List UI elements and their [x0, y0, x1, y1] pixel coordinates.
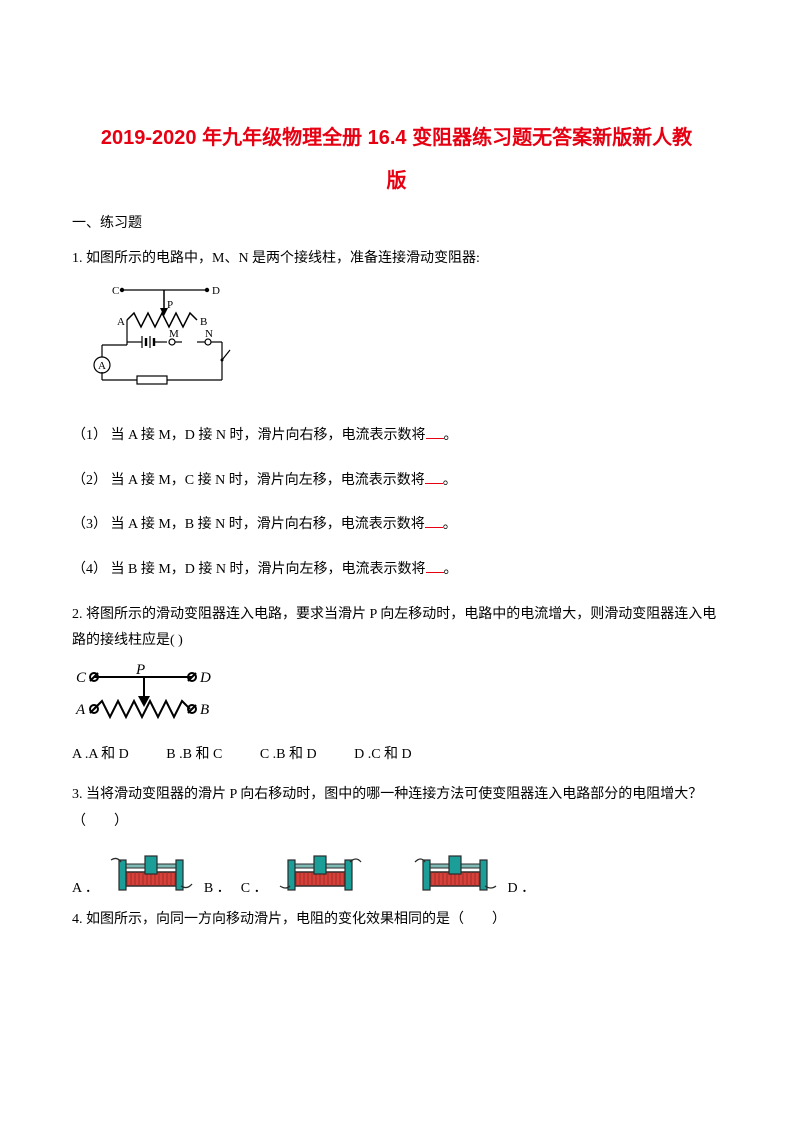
- q2-stem: 2. 将图所示的滑动变阻器连入电路，要求当滑片 P 向左移动时，电路中的电流增大…: [72, 602, 721, 655]
- q2-svg: C D P A B: [72, 663, 217, 723]
- svg-text:C: C: [112, 285, 119, 297]
- q1-circuit-svg: C D P A B M N: [72, 280, 272, 400]
- svg-text:A: A: [75, 702, 86, 718]
- q1-figure: C D P A B M N: [72, 280, 721, 405]
- svg-text:B: B: [200, 702, 209, 718]
- page: 2019-2020 年九年级物理全册 16.4 变阻器练习题无答案新版新人教 版…: [0, 0, 793, 1122]
- q1-sub1-text: 当 A 接 M，D 接 N 时，滑片向右移，电流表示数将: [107, 428, 426, 443]
- svg-text:P: P: [135, 663, 145, 678]
- q3-opt-a-label: A ．: [72, 877, 99, 897]
- q4-stem: 4. 如图所示，向同一方向移动滑片，电阻的变化效果相同的是（ ）: [72, 907, 721, 934]
- q3-figures: A ． B ． C ．: [72, 842, 721, 897]
- q1-sub4: （4） 当 B 接 M，D 接 N 时，滑片向左移，电流表示数将 。: [72, 557, 721, 584]
- q1-stem: 1. 如图所示的电路中，M、N 是两个接线柱，准备连接滑动变阻器:: [72, 246, 721, 273]
- q1-sub1: （1） 当 A 接 M，D 接 N 时，滑片向右移，电流表示数将 。: [72, 423, 721, 450]
- blank: [425, 469, 443, 484]
- q3-opt-c-label: C ．: [241, 877, 268, 897]
- q3-stem: 3. 当将滑动变阻器的滑片 P 向右移动时，图中的哪一种连接方法可使变阻器连入电…: [72, 782, 721, 835]
- svg-text:N: N: [205, 328, 213, 340]
- q3-opt-d-label: D ．: [508, 877, 536, 897]
- rheostat-icon: [278, 842, 363, 897]
- q2-opt-d: D .C 和 D: [354, 747, 412, 762]
- rheostat-icon: [109, 842, 194, 897]
- q1-sub2-label: （2）: [72, 473, 107, 488]
- q1-sub1-label: （1）: [72, 428, 107, 443]
- blank: [426, 558, 444, 573]
- svg-text:A: A: [98, 360, 106, 372]
- svg-text:D: D: [199, 670, 211, 686]
- doc-title-line1: 2019-2020 年九年级物理全册 16.4 变阻器练习题无答案新版新人教: [72, 120, 721, 156]
- q1-sub2-text: 当 A 接 M，C 接 N 时，滑片向左移，电流表示数将: [107, 473, 425, 488]
- period: 。: [444, 562, 458, 577]
- q1-sub2: （2） 当 A 接 M，C 接 N 时，滑片向左移，电流表示数将 。: [72, 468, 721, 495]
- blank: [425, 513, 443, 528]
- q1-sub4-text: 当 B 接 M，D 接 N 时，滑片向左移，电流表示数将: [107, 562, 426, 577]
- svg-text:B: B: [200, 316, 207, 328]
- q1-sub3: （3） 当 A 接 M，B 接 N 时，滑片向右移，电流表示数将 。: [72, 512, 721, 539]
- period: 。: [443, 517, 457, 532]
- blank: [426, 424, 444, 439]
- svg-text:D: D: [212, 285, 220, 297]
- q1-sub3-text: 当 A 接 M，B 接 N 时，滑片向右移，电流表示数将: [107, 517, 425, 532]
- section-heading: 一、练习题: [72, 211, 721, 238]
- q3-opt-b-label: B ．: [204, 877, 231, 897]
- rheostat-icon: [413, 842, 498, 897]
- q2-options: A .A 和 D B .B 和 C C .B 和 D D .C 和 D: [72, 742, 721, 769]
- q2-opt-c: C .B 和 D: [260, 747, 317, 762]
- period: 。: [443, 473, 457, 488]
- q1-sub3-label: （3）: [72, 517, 107, 532]
- doc-title-line2: 版: [72, 164, 721, 193]
- q1-sub4-label: （4）: [72, 562, 107, 577]
- period: 。: [444, 428, 458, 443]
- q2-opt-a: A .A 和 D: [72, 747, 129, 762]
- svg-text:A: A: [117, 316, 125, 328]
- svg-text:C: C: [76, 670, 87, 686]
- svg-text:P: P: [167, 299, 173, 311]
- q2-opt-b: B .B 和 C: [166, 747, 222, 762]
- svg-text:M: M: [169, 328, 179, 340]
- q2-figure: C D P A B: [72, 663, 721, 728]
